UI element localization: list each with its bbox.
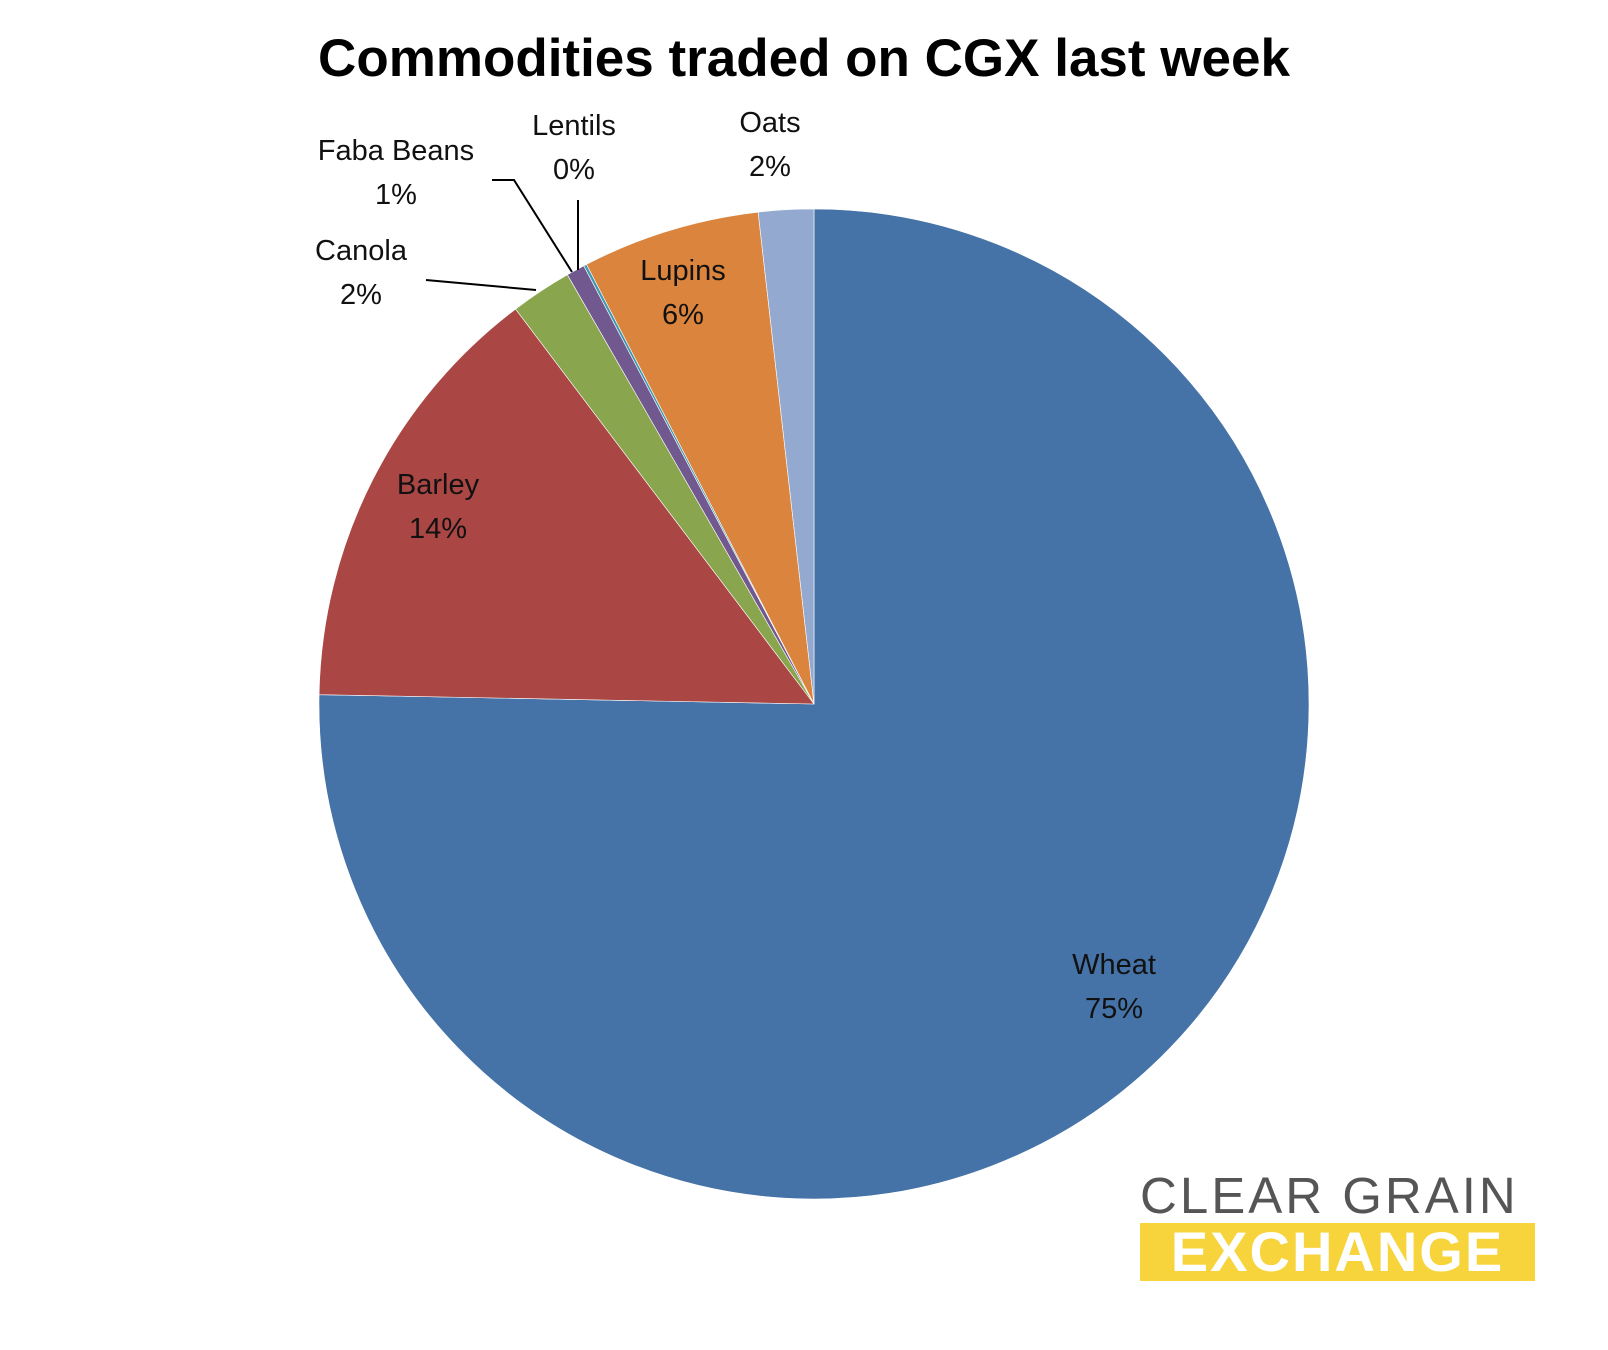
label-pct-lentils: 0% [553, 154, 595, 186]
logo-text-line1: CLEAR GRAIN [1140, 1167, 1519, 1224]
label-pct-oats: 2% [749, 151, 791, 183]
label-pct-faba-beans: 1% [375, 179, 417, 211]
leader-line-faba-beans [492, 179, 573, 273]
slice-labels: Wheat 75% Barley 14% Canola 2% Faba Beans 1% Len… [315, 107, 1156, 1025]
label-pct-canola: 2% [340, 279, 382, 311]
chart-title: Commodities traded on CGX last week [318, 29, 1290, 88]
label-name-barley: Barley [397, 469, 480, 501]
label-pct-barley: 14% [409, 513, 467, 545]
leader-line-canola [425, 279, 537, 291]
pie-slices [318, 208, 1310, 1200]
slice-lupins [586, 211, 815, 705]
clear-grain-exchange-logo: CLEAR GRAIN EXCHANGE [1140, 1168, 1535, 1283]
slice-barley [318, 308, 815, 705]
label-name-lentils: Lentils [532, 110, 616, 142]
label-name-lupins: Lupins [640, 255, 725, 287]
logo-text-line2: EXCHANGE [1140, 1223, 1535, 1281]
label-pct-wheat: 75% [1085, 993, 1143, 1025]
slice-oats [757, 208, 815, 705]
label-name-oats: Oats [739, 107, 800, 139]
label-pct-lupins: 6% [662, 299, 704, 331]
label-name-canola: Canola [315, 235, 408, 267]
label-name-faba-beans: Faba Beans [318, 135, 474, 167]
leader-lines [425, 179, 579, 291]
label-name-wheat: Wheat [1072, 949, 1156, 981]
